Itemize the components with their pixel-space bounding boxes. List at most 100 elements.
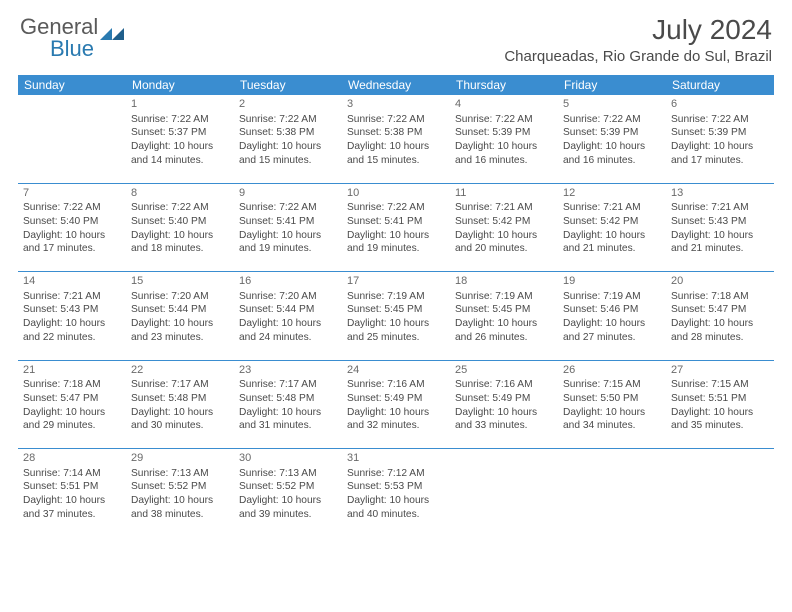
sunrise-line: Sunrise: 7:15 AM — [671, 378, 769, 392]
day-number: 16 — [239, 274, 337, 289]
day-header: Friday — [558, 75, 666, 95]
day-number: 7 — [23, 186, 121, 201]
sunrise-line: Sunrise: 7:12 AM — [347, 467, 445, 481]
calendar-table: SundayMondayTuesdayWednesdayThursdayFrid… — [18, 75, 774, 537]
daylight-line: Daylight: 10 hours and 15 minutes. — [347, 140, 445, 167]
daylight-line: Daylight: 10 hours and 40 minutes. — [347, 494, 445, 521]
sunset-line: Sunset: 5:47 PM — [671, 303, 769, 317]
day-number: 20 — [671, 274, 769, 289]
calendar-day-cell: 11Sunrise: 7:21 AMSunset: 5:42 PMDayligh… — [450, 184, 558, 272]
daylight-line: Daylight: 10 hours and 19 minutes. — [239, 229, 337, 256]
sunset-line: Sunset: 5:47 PM — [23, 392, 121, 406]
day-number: 6 — [671, 97, 769, 112]
day-number: 18 — [455, 274, 553, 289]
sunrise-line: Sunrise: 7:22 AM — [23, 201, 121, 215]
day-number: 21 — [23, 363, 121, 378]
sunrise-line: Sunrise: 7:22 AM — [563, 113, 661, 127]
sunset-line: Sunset: 5:43 PM — [23, 303, 121, 317]
calendar-week: 28Sunrise: 7:14 AMSunset: 5:51 PMDayligh… — [18, 449, 774, 537]
daylight-line: Daylight: 10 hours and 29 minutes. — [23, 406, 121, 433]
sunrise-line: Sunrise: 7:22 AM — [131, 201, 229, 215]
sunrise-line: Sunrise: 7:18 AM — [23, 378, 121, 392]
daylight-line: Daylight: 10 hours and 31 minutes. — [239, 406, 337, 433]
daylight-line: Daylight: 10 hours and 26 minutes. — [455, 317, 553, 344]
calendar-day-cell: 2Sunrise: 7:22 AMSunset: 5:38 PMDaylight… — [234, 95, 342, 183]
daylight-line: Daylight: 10 hours and 20 minutes. — [455, 229, 553, 256]
calendar-day-cell: 6Sunrise: 7:22 AMSunset: 5:39 PMDaylight… — [666, 95, 774, 183]
calendar-day-cell: 5Sunrise: 7:22 AMSunset: 5:39 PMDaylight… — [558, 95, 666, 183]
day-number: 14 — [23, 274, 121, 289]
daylight-line: Daylight: 10 hours and 30 minutes. — [131, 406, 229, 433]
daylight-line: Daylight: 10 hours and 28 minutes. — [671, 317, 769, 344]
sunrise-line: Sunrise: 7:22 AM — [347, 201, 445, 215]
day-number: 8 — [131, 186, 229, 201]
sunrise-line: Sunrise: 7:21 AM — [563, 201, 661, 215]
daylight-line: Daylight: 10 hours and 24 minutes. — [239, 317, 337, 344]
logo: GeneralBlue — [20, 14, 124, 62]
calendar-day-cell: 29Sunrise: 7:13 AMSunset: 5:52 PMDayligh… — [126, 449, 234, 537]
day-number: 24 — [347, 363, 445, 378]
sunrise-line: Sunrise: 7:13 AM — [131, 467, 229, 481]
calendar-day-cell: 23Sunrise: 7:17 AMSunset: 5:48 PMDayligh… — [234, 361, 342, 449]
calendar-week: 1Sunrise: 7:22 AMSunset: 5:37 PMDaylight… — [18, 95, 774, 183]
calendar-day-cell: 13Sunrise: 7:21 AMSunset: 5:43 PMDayligh… — [666, 184, 774, 272]
day-number: 29 — [131, 451, 229, 466]
sunrise-line: Sunrise: 7:19 AM — [347, 290, 445, 304]
calendar-day-cell: 15Sunrise: 7:20 AMSunset: 5:44 PMDayligh… — [126, 272, 234, 360]
calendar-day-cell: 27Sunrise: 7:15 AMSunset: 5:51 PMDayligh… — [666, 361, 774, 449]
sunrise-line: Sunrise: 7:17 AM — [131, 378, 229, 392]
daylight-line: Daylight: 10 hours and 18 minutes. — [131, 229, 229, 256]
calendar-day-cell: 19Sunrise: 7:19 AMSunset: 5:46 PMDayligh… — [558, 272, 666, 360]
day-number: 15 — [131, 274, 229, 289]
day-number: 12 — [563, 186, 661, 201]
day-header: Thursday — [450, 75, 558, 95]
calendar-day-cell — [558, 449, 666, 537]
calendar-day-cell: 25Sunrise: 7:16 AMSunset: 5:49 PMDayligh… — [450, 361, 558, 449]
sunset-line: Sunset: 5:42 PM — [455, 215, 553, 229]
calendar-day-cell: 20Sunrise: 7:18 AMSunset: 5:47 PMDayligh… — [666, 272, 774, 360]
calendar-day-cell: 3Sunrise: 7:22 AMSunset: 5:38 PMDaylight… — [342, 95, 450, 183]
day-number: 9 — [239, 186, 337, 201]
calendar-day-cell: 30Sunrise: 7:13 AMSunset: 5:52 PMDayligh… — [234, 449, 342, 537]
calendar-day-cell: 14Sunrise: 7:21 AMSunset: 5:43 PMDayligh… — [18, 272, 126, 360]
daylight-line: Daylight: 10 hours and 25 minutes. — [347, 317, 445, 344]
calendar-day-cell: 9Sunrise: 7:22 AMSunset: 5:41 PMDaylight… — [234, 184, 342, 272]
sunset-line: Sunset: 5:52 PM — [131, 480, 229, 494]
day-number: 30 — [239, 451, 337, 466]
day-number: 3 — [347, 97, 445, 112]
daylight-line: Daylight: 10 hours and 22 minutes. — [23, 317, 121, 344]
calendar-head: SundayMondayTuesdayWednesdayThursdayFrid… — [18, 75, 774, 95]
sunset-line: Sunset: 5:43 PM — [671, 215, 769, 229]
sunrise-line: Sunrise: 7:20 AM — [131, 290, 229, 304]
sunrise-line: Sunrise: 7:21 AM — [671, 201, 769, 215]
day-number: 27 — [671, 363, 769, 378]
daylight-line: Daylight: 10 hours and 17 minutes. — [671, 140, 769, 167]
day-number: 25 — [455, 363, 553, 378]
calendar-day-cell: 4Sunrise: 7:22 AMSunset: 5:39 PMDaylight… — [450, 95, 558, 183]
daylight-line: Daylight: 10 hours and 16 minutes. — [563, 140, 661, 167]
calendar-day-cell: 21Sunrise: 7:18 AMSunset: 5:47 PMDayligh… — [18, 361, 126, 449]
sunset-line: Sunset: 5:51 PM — [23, 480, 121, 494]
sunset-line: Sunset: 5:44 PM — [131, 303, 229, 317]
day-number: 4 — [455, 97, 553, 112]
day-number: 5 — [563, 97, 661, 112]
calendar-day-cell: 28Sunrise: 7:14 AMSunset: 5:51 PMDayligh… — [18, 449, 126, 537]
daylight-line: Daylight: 10 hours and 35 minutes. — [671, 406, 769, 433]
day-number: 11 — [455, 186, 553, 201]
sunset-line: Sunset: 5:39 PM — [455, 126, 553, 140]
sunset-line: Sunset: 5:40 PM — [131, 215, 229, 229]
sunset-line: Sunset: 5:48 PM — [239, 392, 337, 406]
calendar-day-cell: 10Sunrise: 7:22 AMSunset: 5:41 PMDayligh… — [342, 184, 450, 272]
sunrise-line: Sunrise: 7:20 AM — [239, 290, 337, 304]
sunrise-line: Sunrise: 7:19 AM — [563, 290, 661, 304]
sunset-line: Sunset: 5:45 PM — [347, 303, 445, 317]
calendar-day-cell: 1Sunrise: 7:22 AMSunset: 5:37 PMDaylight… — [126, 95, 234, 183]
day-header: Sunday — [18, 75, 126, 95]
day-number: 10 — [347, 186, 445, 201]
daylight-line: Daylight: 10 hours and 27 minutes. — [563, 317, 661, 344]
day-header: Tuesday — [234, 75, 342, 95]
sunrise-line: Sunrise: 7:18 AM — [671, 290, 769, 304]
sunrise-line: Sunrise: 7:16 AM — [347, 378, 445, 392]
daylight-line: Daylight: 10 hours and 34 minutes. — [563, 406, 661, 433]
day-number: 28 — [23, 451, 121, 466]
